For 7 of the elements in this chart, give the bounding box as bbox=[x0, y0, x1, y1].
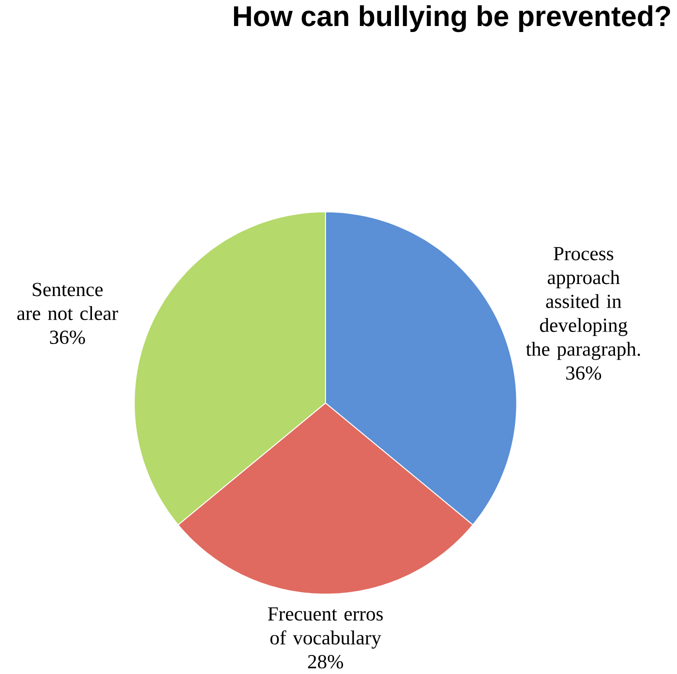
data-label: 36% bbox=[50, 330, 85, 344]
slice-label: Frecuent erros of vocabulary bbox=[268, 608, 383, 649]
data-label: 28% bbox=[308, 655, 344, 669]
slice-label: Sentence are not clear bbox=[17, 282, 118, 320]
chart-title: How can bullying be prevented? bbox=[234, 5, 670, 32]
slice-label: Process approach assited in developing the paragraph. bbox=[526, 247, 640, 360]
data-label: 36% bbox=[566, 366, 602, 380]
